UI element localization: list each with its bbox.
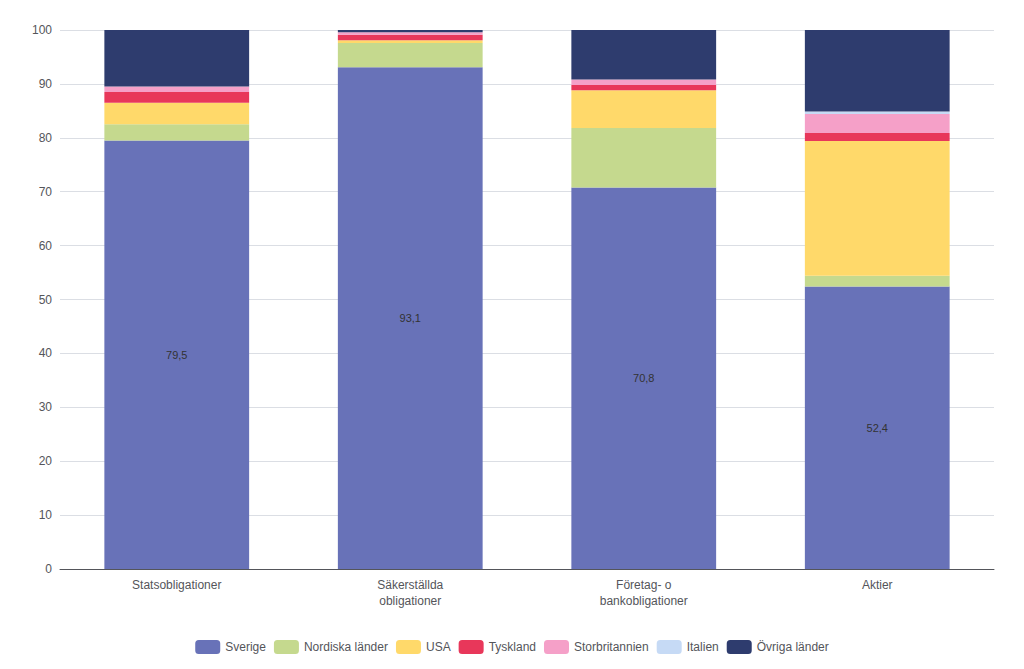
svg-text:93,1: 93,1 <box>400 312 421 324</box>
svg-text:Övriga länder: Övriga länder <box>757 640 829 654</box>
svg-text:USA: USA <box>426 640 451 654</box>
svg-text:Aktier: Aktier <box>862 578 893 592</box>
svg-text:bankobligationer: bankobligationer <box>600 594 688 608</box>
svg-text:52,4: 52,4 <box>867 422 888 434</box>
svg-text:Tyskland: Tyskland <box>489 640 536 654</box>
svg-text:40: 40 <box>39 346 53 360</box>
svg-text:0: 0 <box>45 562 52 576</box>
svg-text:obligationer: obligationer <box>379 594 441 608</box>
svg-text:Nordiska länder: Nordiska länder <box>304 640 388 654</box>
svg-text:Storbritannien: Storbritannien <box>574 640 649 654</box>
svg-text:Sverige: Sverige <box>225 640 266 654</box>
svg-text:Statsobligationer: Statsobligationer <box>132 578 221 592</box>
svg-text:Företag- o: Företag- o <box>616 578 672 592</box>
svg-text:20: 20 <box>39 454 53 468</box>
svg-text:60: 60 <box>39 239 53 253</box>
svg-text:80: 80 <box>39 131 53 145</box>
svg-text:100: 100 <box>32 23 52 37</box>
svg-text:70,8: 70,8 <box>633 372 654 384</box>
svg-text:30: 30 <box>39 400 53 414</box>
svg-text:50: 50 <box>39 293 53 307</box>
svg-text:79,5: 79,5 <box>166 349 187 361</box>
svg-text:10: 10 <box>39 508 53 522</box>
svg-text:Säkerställda: Säkerställda <box>377 578 443 592</box>
svg-text:90: 90 <box>39 77 53 91</box>
svg-text:70: 70 <box>39 185 53 199</box>
svg-text:Italien: Italien <box>687 640 719 654</box>
